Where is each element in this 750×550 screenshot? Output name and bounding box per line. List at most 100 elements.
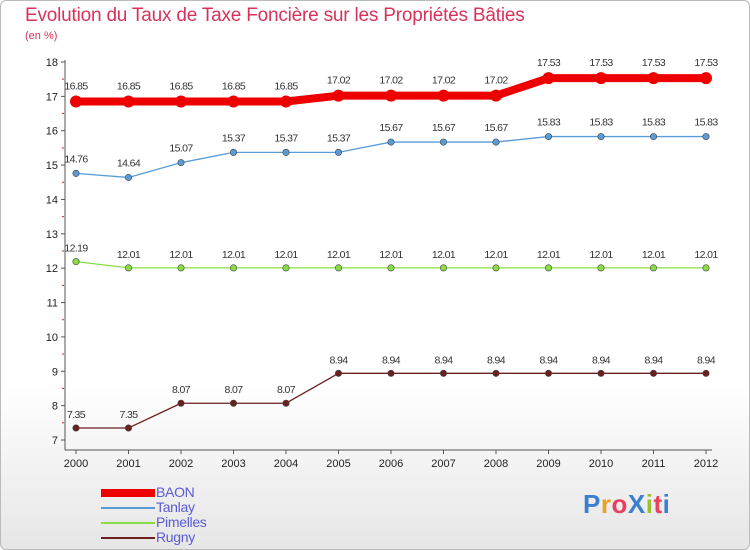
data-point-rugny bbox=[649, 369, 657, 377]
x-tick-label: 2005 bbox=[326, 458, 350, 470]
data-point-tanlay bbox=[282, 148, 290, 156]
data-label-baon: 17.02 bbox=[432, 75, 456, 87]
data-point-baon bbox=[70, 95, 82, 108]
data-label-pimelles: 12.01 bbox=[222, 249, 246, 261]
data-label-tanlay: 15.83 bbox=[537, 117, 561, 129]
y-tick-label: 11 bbox=[47, 298, 58, 310]
data-point-tanlay bbox=[334, 148, 342, 156]
data-label-baon: 17.53 bbox=[589, 57, 613, 69]
legend-label: Rugny bbox=[156, 529, 195, 545]
y-tick-label: 18 bbox=[46, 57, 58, 69]
data-label-baon: 17.02 bbox=[379, 75, 403, 87]
data-label-pimelles: 12.01 bbox=[589, 249, 613, 261]
data-label-tanlay: 15.67 bbox=[432, 122, 456, 134]
data-label-baon: 17.02 bbox=[484, 75, 508, 87]
data-point-baon bbox=[647, 72, 660, 85]
data-label-pimelles: 12.01 bbox=[432, 249, 456, 261]
data-point-rugny bbox=[544, 369, 552, 377]
y-tick-label: 13 bbox=[46, 229, 58, 241]
chart-title: Evolution du Taux de Taxe Foncière sur l… bbox=[25, 5, 525, 26]
data-label-tanlay: 14.64 bbox=[117, 157, 141, 169]
y-tick-label: 16 bbox=[46, 126, 58, 138]
x-tick-label: 2002 bbox=[169, 458, 193, 470]
x-tick-label: 2007 bbox=[431, 458, 455, 470]
data-point-pimelles bbox=[439, 264, 447, 272]
data-label-tanlay: 15.83 bbox=[589, 117, 613, 129]
data-label-tanlay: 15.37 bbox=[222, 132, 246, 144]
data-point-rugny bbox=[387, 369, 395, 377]
data-label-pimelles: 12.01 bbox=[169, 249, 193, 261]
y-tick-label: 15 bbox=[46, 160, 58, 172]
data-point-baon bbox=[700, 72, 712, 85]
unit-label: (en %) bbox=[25, 30, 58, 42]
data-point-rugny bbox=[702, 369, 710, 377]
data-point-rugny bbox=[597, 369, 605, 377]
data-label-pimelles: 12.01 bbox=[694, 249, 718, 261]
x-tick-label: 2003 bbox=[221, 458, 245, 470]
data-point-tanlay bbox=[702, 133, 710, 141]
data-point-pimelles bbox=[282, 264, 290, 272]
data-label-pimelles: 12.01 bbox=[117, 249, 141, 261]
legend-label: BAON bbox=[156, 484, 195, 500]
logo-letter: P bbox=[583, 489, 601, 519]
data-label-rugny: 8.94 bbox=[697, 354, 716, 366]
data-point-pimelles bbox=[72, 258, 80, 266]
x-tick-label: 2004 bbox=[274, 458, 298, 470]
data-label-tanlay: 15.37 bbox=[274, 132, 298, 144]
data-point-baon bbox=[437, 89, 450, 102]
data-point-tanlay bbox=[72, 169, 80, 177]
data-label-tanlay: 15.67 bbox=[379, 122, 403, 134]
data-label-rugny: 7.35 bbox=[119, 409, 138, 421]
logo-letter: r bbox=[600, 489, 612, 519]
legend-label: Tanlay bbox=[156, 499, 195, 515]
y-tick-label: 12 bbox=[46, 263, 58, 275]
data-label-rugny: 8.07 bbox=[224, 384, 243, 396]
data-point-tanlay bbox=[649, 133, 657, 141]
data-point-pimelles bbox=[597, 264, 605, 272]
data-label-pimelles: 12.01 bbox=[484, 249, 508, 261]
x-tick-label: 2000 bbox=[64, 458, 88, 470]
data-point-pimelles bbox=[230, 264, 238, 272]
series-line-rugny bbox=[76, 372, 706, 429]
data-point-baon bbox=[280, 95, 292, 108]
data-label-rugny: 8.94 bbox=[592, 354, 611, 366]
x-tick-label: 2006 bbox=[379, 458, 403, 470]
y-tick-label: 14 bbox=[46, 194, 58, 206]
y-tick-label: 8 bbox=[52, 401, 58, 413]
data-label-rugny: 8.94 bbox=[644, 354, 663, 366]
data-point-tanlay bbox=[492, 138, 500, 146]
data-label-rugny: 8.94 bbox=[539, 354, 558, 366]
data-point-tanlay bbox=[544, 133, 552, 141]
data-point-pimelles bbox=[125, 264, 133, 272]
data-label-tanlay: 15.37 bbox=[327, 132, 351, 144]
data-point-baon bbox=[542, 72, 555, 85]
data-point-baon bbox=[122, 95, 135, 108]
data-point-baon bbox=[227, 95, 240, 108]
data-label-pimelles: 12.01 bbox=[642, 249, 666, 261]
data-point-tanlay bbox=[387, 138, 395, 146]
data-point-rugny bbox=[334, 369, 342, 377]
data-point-pimelles bbox=[387, 264, 395, 272]
data-label-tanlay: 14.76 bbox=[64, 153, 88, 165]
y-tick-label: 10 bbox=[46, 332, 58, 344]
logo-letter: i bbox=[662, 489, 671, 519]
data-point-pimelles bbox=[544, 264, 552, 272]
logo-letter: t bbox=[653, 489, 663, 519]
data-point-baon bbox=[332, 89, 345, 102]
data-point-rugny bbox=[282, 399, 290, 407]
x-tick-label: 2001 bbox=[116, 458, 140, 470]
data-label-rugny: 8.07 bbox=[172, 384, 191, 396]
data-point-pimelles bbox=[649, 264, 657, 272]
data-label-baon: 16.85 bbox=[222, 81, 246, 93]
data-label-baon: 17.53 bbox=[537, 57, 561, 69]
data-point-tanlay bbox=[230, 148, 238, 156]
data-label-rugny: 8.94 bbox=[329, 354, 348, 366]
data-label-tanlay: 15.67 bbox=[484, 122, 508, 134]
data-point-rugny bbox=[230, 399, 238, 407]
y-tick-label: 9 bbox=[52, 366, 58, 378]
data-label-baon: 16.85 bbox=[274, 81, 298, 93]
x-tick-label: 2011 bbox=[642, 458, 666, 470]
x-tick-label: 2010 bbox=[589, 458, 613, 470]
